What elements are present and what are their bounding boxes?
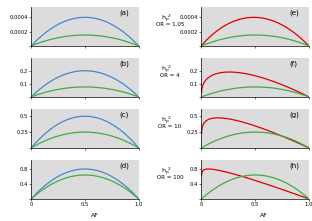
Text: h$_p$$^2$: h$_p$$^2$	[161, 13, 172, 24]
Text: OR = 1.05: OR = 1.05	[156, 22, 184, 27]
Text: h$_p$$^2$: h$_p$$^2$	[161, 63, 172, 75]
Text: (c): (c)	[119, 111, 129, 118]
Text: (b): (b)	[119, 60, 129, 67]
Text: (f): (f)	[290, 60, 298, 67]
Text: h$_p$$^2$: h$_p$$^2$	[0, 114, 2, 126]
Text: (h): (h)	[290, 162, 300, 169]
Text: h$_p$$^2$: h$_p$$^2$	[161, 114, 172, 126]
Text: h$_p$$^2$: h$_p$$^2$	[0, 166, 2, 177]
Text: (a): (a)	[119, 9, 129, 16]
Text: OR = 10: OR = 10	[158, 124, 182, 129]
Text: (d): (d)	[119, 162, 129, 169]
Text: (g): (g)	[290, 111, 300, 118]
Text: (e): (e)	[290, 9, 299, 16]
Text: h$_p$$^2$: h$_p$$^2$	[0, 13, 2, 24]
Text: h$_p$$^2$: h$_p$$^2$	[0, 63, 2, 75]
Text: OR = 4: OR = 4	[160, 73, 180, 78]
Text: AF: AF	[260, 213, 268, 218]
Text: OR = 100: OR = 100	[157, 175, 183, 180]
Text: h$_p$$^2$: h$_p$$^2$	[161, 166, 172, 177]
Text: AF: AF	[91, 213, 99, 218]
